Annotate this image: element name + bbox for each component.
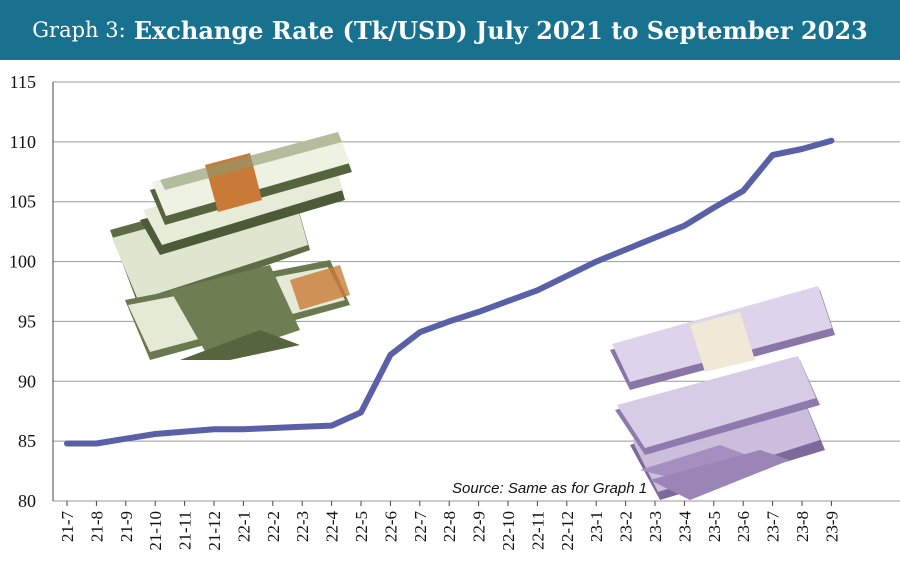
data-point xyxy=(446,318,452,324)
x-tick-label: 22-1 xyxy=(234,511,253,542)
data-point xyxy=(799,146,805,152)
x-tick-label: 23-6 xyxy=(734,511,753,542)
data-point xyxy=(681,223,687,229)
source-note: Source: Same as for Graph 1 xyxy=(452,480,648,497)
x-tick-label: 22-11 xyxy=(528,511,547,550)
exchange-rate-line-chart: 80 85 90 95 100 105 110 115 21-7 21-8 21-9 21-10 21-… xyxy=(9,72,900,551)
x-tick-label: 22-3 xyxy=(293,511,312,542)
data-point xyxy=(828,138,834,144)
data-point xyxy=(623,247,629,253)
data-point xyxy=(152,431,158,437)
x-tick-label: 23-9 xyxy=(822,511,841,542)
x-tick-label: 23-1 xyxy=(587,511,606,542)
data-layer xyxy=(64,137,835,447)
data-point xyxy=(240,426,246,432)
data-point xyxy=(93,441,99,447)
chart-title: Exchange Rate (Tk/USD) July 2021 to Sept… xyxy=(133,15,868,45)
y-tick-label: 90 xyxy=(18,371,36,391)
chart-title-banner: Graph 3: Exchange Rate (Tk/USD) July 202… xyxy=(0,0,900,60)
data-point xyxy=(740,188,746,194)
x-tick-label: 23-8 xyxy=(793,511,812,542)
y-tick-label: 95 xyxy=(18,311,36,331)
stack-of-1000-taka-notes-icon xyxy=(610,286,835,500)
x-tick-label: 23-2 xyxy=(617,511,636,542)
data-point xyxy=(564,273,570,279)
x-tick-label: 22-7 xyxy=(411,511,430,543)
y-tick-label: 100 xyxy=(9,252,36,272)
data-point xyxy=(534,287,540,293)
x-tick-label: 23-7 xyxy=(764,511,783,543)
x-tick-label: 22-10 xyxy=(499,511,518,551)
x-tick-label: 22-6 xyxy=(381,511,400,542)
data-point xyxy=(358,409,364,415)
y-tick-label: 80 xyxy=(18,491,36,511)
x-tick-label: 21-9 xyxy=(117,511,136,542)
data-point xyxy=(417,329,423,335)
data-point xyxy=(211,426,217,432)
y-tick-label: 110 xyxy=(10,132,36,152)
x-tick-label: 22-2 xyxy=(264,511,283,542)
data-point xyxy=(64,441,70,447)
x-tick-label: 21-7 xyxy=(58,511,77,543)
x-tick-label: 21-10 xyxy=(146,511,165,551)
axes: 80 85 90 95 100 105 110 115 21-7 21-8 21-9 21-10 21-… xyxy=(9,72,841,551)
data-point xyxy=(505,298,511,304)
x-tick-label: 21-12 xyxy=(205,511,224,551)
data-point xyxy=(123,436,129,442)
data-point xyxy=(387,352,393,358)
x-tick-label: 22-4 xyxy=(323,511,342,543)
x-tick-label: 23-4 xyxy=(675,511,694,543)
data-point xyxy=(299,424,305,430)
y-tick-label: 105 xyxy=(9,192,36,212)
x-tick-label: 22-9 xyxy=(470,511,489,542)
data-point xyxy=(770,152,776,158)
data-point xyxy=(593,259,599,265)
x-tick-label: 22-5 xyxy=(352,511,371,542)
x-tick-label: 23-3 xyxy=(646,511,665,542)
x-tick-label: 21-11 xyxy=(176,511,195,550)
data-point xyxy=(711,205,717,211)
x-tick-label: 22-8 xyxy=(440,511,459,542)
graph-number: Graph 3: xyxy=(32,18,126,42)
x-tick-label: 21-8 xyxy=(87,511,106,542)
data-point xyxy=(476,309,482,315)
y-tick-label: 85 xyxy=(18,431,36,451)
x-tick-label: 22-12 xyxy=(558,511,577,551)
data-point xyxy=(182,429,188,435)
stack-of-us-dollar-bills-icon xyxy=(110,132,352,360)
data-point xyxy=(329,423,335,429)
data-point xyxy=(652,235,658,241)
data-point xyxy=(270,425,276,431)
y-tick-label: 115 xyxy=(10,72,36,92)
x-tick-label: 23-5 xyxy=(705,511,724,542)
